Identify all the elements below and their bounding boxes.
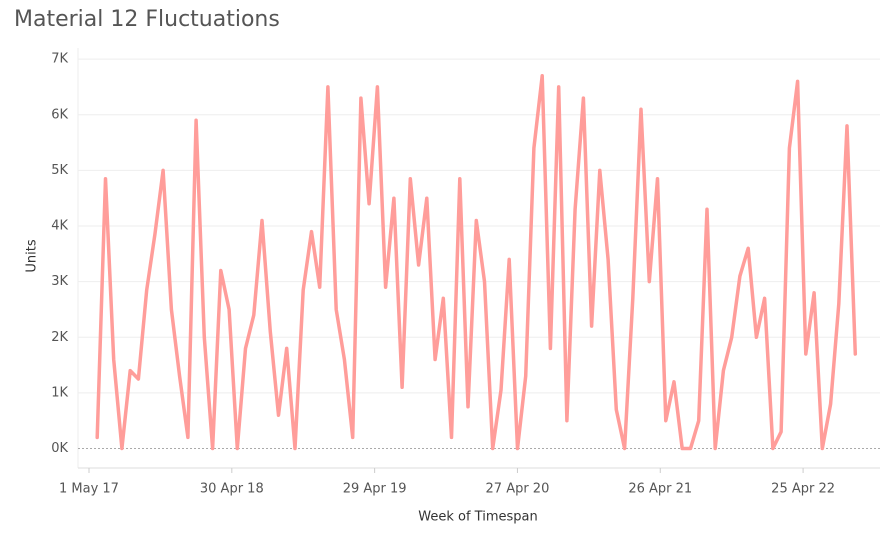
- y-tick-label: 7K: [51, 52, 68, 67]
- y-tick-label: 5K: [51, 163, 68, 178]
- y-tick-label: 4K: [51, 219, 68, 234]
- y-axis-title: Units: [25, 239, 40, 272]
- data-line: [95, 74, 858, 451]
- x-tick-label: 1 May 17: [59, 482, 119, 497]
- x-tick-label: 29 Apr 19: [343, 482, 407, 497]
- x-tick-label: 30 Apr 18: [200, 482, 264, 497]
- chart-title: Material 12 Fluctuations: [14, 7, 280, 32]
- y-tick-label: 6K: [51, 107, 68, 122]
- y-tick-label: 1K: [51, 385, 68, 400]
- x-tick-label: 25 Apr 22: [771, 482, 835, 497]
- y-tick-label: 3K: [51, 274, 68, 289]
- x-axis-title: Week of Timespan: [418, 510, 537, 525]
- x-tick-label: 27 Apr 20: [486, 482, 550, 497]
- y-tick-label: 2K: [51, 330, 68, 345]
- y-tick-label: 0K: [51, 441, 68, 456]
- x-tick-label: 26 Apr 21: [628, 482, 692, 497]
